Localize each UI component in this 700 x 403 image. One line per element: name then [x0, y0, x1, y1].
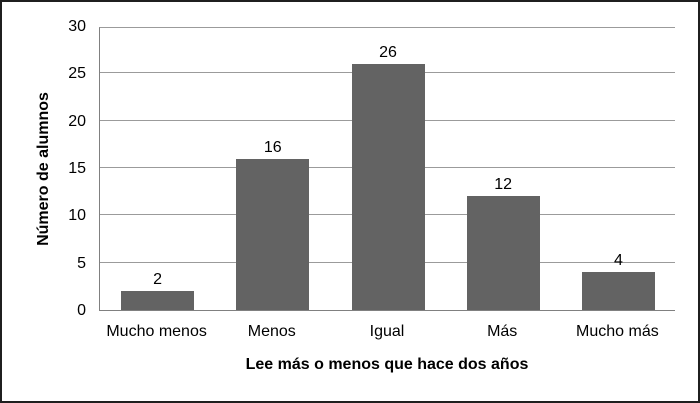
- bar: [351, 63, 425, 310]
- bar: [466, 196, 540, 310]
- bar: [236, 158, 310, 310]
- bar: [581, 272, 655, 310]
- y-tick-label: 10: [68, 207, 86, 225]
- bar-value-label: 2: [153, 271, 163, 289]
- bar-value-label: 4: [613, 252, 623, 270]
- bar-value-label: 26: [379, 43, 397, 61]
- y-tick-label: 5: [77, 254, 86, 272]
- bar: [121, 291, 195, 310]
- bar-value-label: 16: [263, 138, 282, 156]
- y-tick-label: 15: [68, 160, 86, 177]
- y-tick-label: 25: [68, 65, 86, 83]
- x-axis-title: Lee más o menos que hace dos años: [245, 356, 529, 373]
- bar-value-label: 12: [494, 176, 513, 194]
- y-tick-label: 0: [77, 302, 86, 319]
- x-category-label: Igual: [369, 323, 405, 340]
- y-tick-label: 30: [68, 18, 86, 35]
- plot-area: 2 16 26 12 4: [99, 27, 675, 311]
- y-tick-label: 20: [68, 112, 86, 130]
- x-category-label: Mucho menos: [106, 323, 207, 340]
- x-category-label: Más: [487, 323, 518, 340]
- x-category-label: Mucho más: [576, 323, 659, 340]
- x-category-label: Menos: [247, 323, 296, 340]
